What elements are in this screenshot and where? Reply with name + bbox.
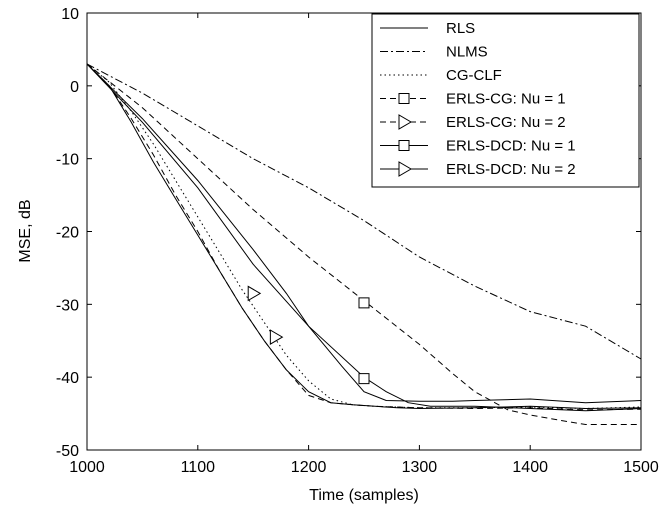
legend-label-1: RLS <box>446 20 475 37</box>
legend-label-4: ERLS-CG: Nu = 1 <box>446 91 566 108</box>
x-axis-title: Time (samples) <box>309 487 419 504</box>
legend-marker-7 <box>398 161 412 177</box>
legend-marker-5 <box>398 114 412 130</box>
legend-label-2: NLMS <box>446 44 488 61</box>
y-tick-label: -20 <box>56 225 79 242</box>
legend-label-3: CG-CLF <box>446 67 502 84</box>
series-marker-4 <box>358 297 370 309</box>
y-tick-label: -40 <box>56 370 79 387</box>
series-line-5 <box>86 63 642 411</box>
series-line-1 <box>86 63 642 410</box>
x-axis-ticks: 1000 1100 1200 1300 1400 1500 <box>69 13 659 476</box>
y-axis-title: MSE, dB <box>17 199 34 262</box>
series-marker-6 <box>358 373 370 385</box>
x-tick-label: 1300 <box>402 459 438 476</box>
legend-marker-4 <box>398 93 410 104</box>
legend-label-5: ERLS-CG: Nu = 2 <box>446 114 566 131</box>
y-axis-ticks: 10 0 -10 -20 -30 -40 -50 <box>56 6 641 460</box>
x-tick-label: 1000 <box>69 459 105 476</box>
legend-box <box>371 13 640 188</box>
legend-label-6: ERLS-DCD: Nu = 1 <box>446 138 576 155</box>
legend: RLS NLMS CG-CLF ERLS-CG: Nu = 1 ERLS-CG: Nu … <box>371 13 640 188</box>
legend-marker-6 <box>398 140 410 151</box>
markers-group <box>247 285 370 385</box>
series-marker-7 <box>247 285 262 302</box>
y-tick-label: -10 <box>56 152 79 169</box>
y-tick-label: -50 <box>56 443 79 460</box>
series-line-3 <box>86 63 642 410</box>
legend-label-7: ERLS-DCD: Nu = 2 <box>446 161 576 178</box>
x-tick-label: 1400 <box>512 459 548 476</box>
series-marker-5 <box>269 329 284 345</box>
x-tick-label: 1100 <box>181 459 216 476</box>
series-line-7 <box>86 63 642 404</box>
x-tick-label: 1500 <box>623 459 659 476</box>
series-line-6 <box>86 63 642 412</box>
series-group <box>86 63 642 425</box>
y-tick-label: -30 <box>56 297 79 314</box>
y-tick-label: 10 <box>61 6 79 23</box>
x-tick-label: 1200 <box>291 459 327 476</box>
y-tick-label: 0 <box>70 79 79 96</box>
series-line-4 <box>86 63 641 425</box>
